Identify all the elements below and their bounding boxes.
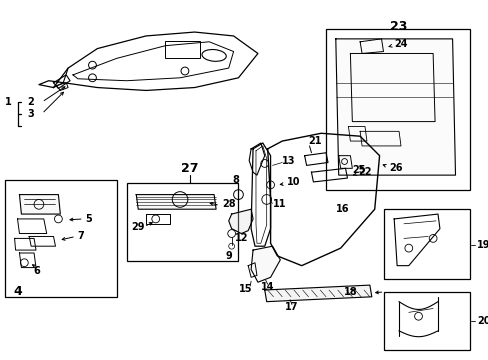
Text: 19: 19 [476,240,488,250]
Text: 7: 7 [78,231,84,242]
Text: 21: 21 [308,136,322,146]
Text: 1: 1 [5,97,12,107]
Text: 5: 5 [85,214,92,224]
Bar [325,29,469,190]
Text: 17: 17 [285,302,298,311]
Text: 25: 25 [352,165,365,175]
Polygon shape [264,285,371,302]
Text: 9: 9 [225,251,232,261]
Text: 16: 16 [335,204,348,214]
Bar [126,183,238,261]
Bar [384,209,469,279]
Text: 13: 13 [282,156,295,166]
Text: 2: 2 [27,97,34,107]
Text: 28: 28 [222,199,235,209]
Polygon shape [251,246,280,282]
Text: 20: 20 [476,316,488,326]
Text: 15: 15 [238,284,251,294]
Polygon shape [136,195,216,209]
Bar [384,292,469,350]
Text: 3: 3 [27,109,34,119]
Text: 8: 8 [232,175,239,185]
Text: 6: 6 [34,266,41,275]
Text: 14: 14 [261,282,274,292]
Polygon shape [20,195,60,214]
Text: 23: 23 [389,20,407,33]
Text: 10: 10 [286,177,300,187]
Bar [5,180,117,297]
Text: 4: 4 [13,285,22,298]
Polygon shape [335,39,455,175]
Text: 18: 18 [343,287,356,297]
Text: 22: 22 [357,167,371,177]
Polygon shape [228,209,253,234]
Text: 26: 26 [388,163,402,173]
Text: 27: 27 [181,162,198,175]
Text: 29: 29 [131,222,144,232]
Bar [165,41,199,58]
Text: 11: 11 [272,199,285,209]
Text: 12: 12 [234,233,247,243]
Text: 24: 24 [393,39,407,49]
